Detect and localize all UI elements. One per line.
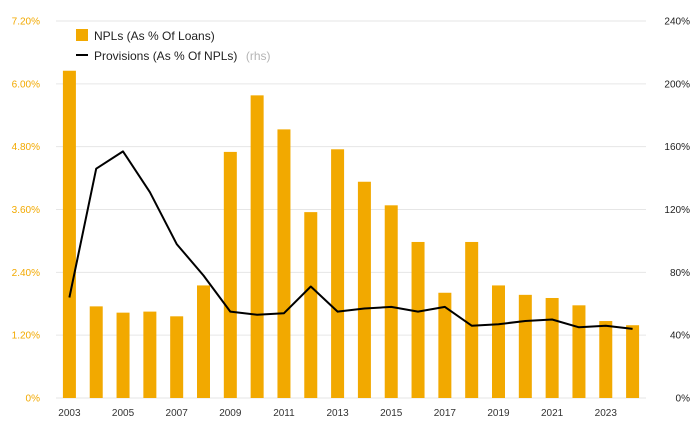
npl-bar [143, 311, 157, 398]
npl-bar [492, 285, 505, 398]
x-axis-tick-label: 2021 [541, 408, 564, 419]
left-axis-tick-label: 4.80% [12, 142, 40, 153]
npl-bar [572, 305, 586, 398]
legend-label-npl: NPLs (As % Of Loans) [94, 29, 215, 43]
npl-bar [89, 306, 103, 398]
npl-bar [277, 129, 291, 398]
npl-bar [116, 312, 130, 398]
x-axis-tick-label: 2011 [273, 408, 295, 419]
legend-swatch-npl [76, 29, 88, 41]
left-axis-tick-label: 3.60% [12, 205, 40, 216]
npl-bar [465, 241, 479, 398]
npl-bar [518, 294, 532, 398]
legend-label-provisions-note: (rhs) [246, 49, 271, 63]
provisions-line [68, 150, 633, 330]
x-axis-tick-label: 2023 [595, 408, 618, 419]
x-axis-tick-label: 2003 [58, 408, 81, 419]
right-axis-tick-label: 120% [664, 205, 690, 216]
x-axis-tick-label: 2017 [434, 408, 457, 419]
x-axis-tick-label: 2013 [326, 408, 349, 419]
left-axis-tick-label: 0% [26, 394, 41, 405]
npl-bar [357, 181, 371, 398]
npl-bar [599, 321, 613, 398]
right-axis-tick-label: 0% [676, 394, 691, 405]
right-axis-tick-label: 160% [664, 142, 690, 153]
right-axis-tick-label: 80% [670, 268, 690, 279]
provisions-line-group [68, 150, 633, 330]
npl-bars [62, 70, 640, 399]
npl-bar [250, 95, 264, 398]
npl-bar [197, 285, 210, 398]
npl-bar [62, 70, 76, 399]
npl-bar [223, 151, 237, 398]
x-axis-tick-label: 2009 [219, 408, 242, 419]
npl-bar [545, 297, 559, 398]
right-axis-tick-label: 200% [664, 79, 690, 90]
left-axis-tick-label: 6.00% [12, 79, 40, 90]
right-axis-tick-label: 240% [664, 17, 690, 28]
x-axis-tick-label: 2007 [166, 408, 189, 419]
npl-bar [304, 212, 318, 398]
legend: NPLs (As % Of Loans) Provisions (As % Of… [76, 29, 271, 64]
npl-bar [331, 149, 345, 398]
npl-bar [438, 292, 452, 398]
x-axis: 2003 2005 2007 2009 2011 2013 2015 2017 2019 2021… [58, 408, 617, 419]
npl-bar [170, 316, 184, 398]
left-axis: 0% 1.20% 2.40% 3.60% 4.80% 6.00% 7.20% [12, 17, 40, 405]
left-axis-tick-label: 2.40% [12, 268, 40, 279]
left-axis-tick-label: 7.20% [12, 17, 40, 28]
npl-bar [411, 241, 425, 398]
npl-bar [626, 325, 640, 398]
legend-label-provisions-text: Provisions (As % Of NPLs) [94, 49, 237, 63]
right-axis: 0% 40% 80% 120% 160% 200% 240% [664, 17, 690, 405]
x-axis-tick-label: 2019 [487, 408, 510, 419]
x-axis-tick-label: 2015 [380, 408, 403, 419]
right-axis-tick-label: 40% [670, 331, 690, 342]
legend-label-provisions: Provisions (As % Of NPLs) (rhs) [94, 47, 271, 64]
x-axis-tick-label: 2005 [112, 408, 135, 419]
left-axis-tick-label: 1.20% [12, 331, 40, 342]
npl-bar [384, 205, 398, 398]
